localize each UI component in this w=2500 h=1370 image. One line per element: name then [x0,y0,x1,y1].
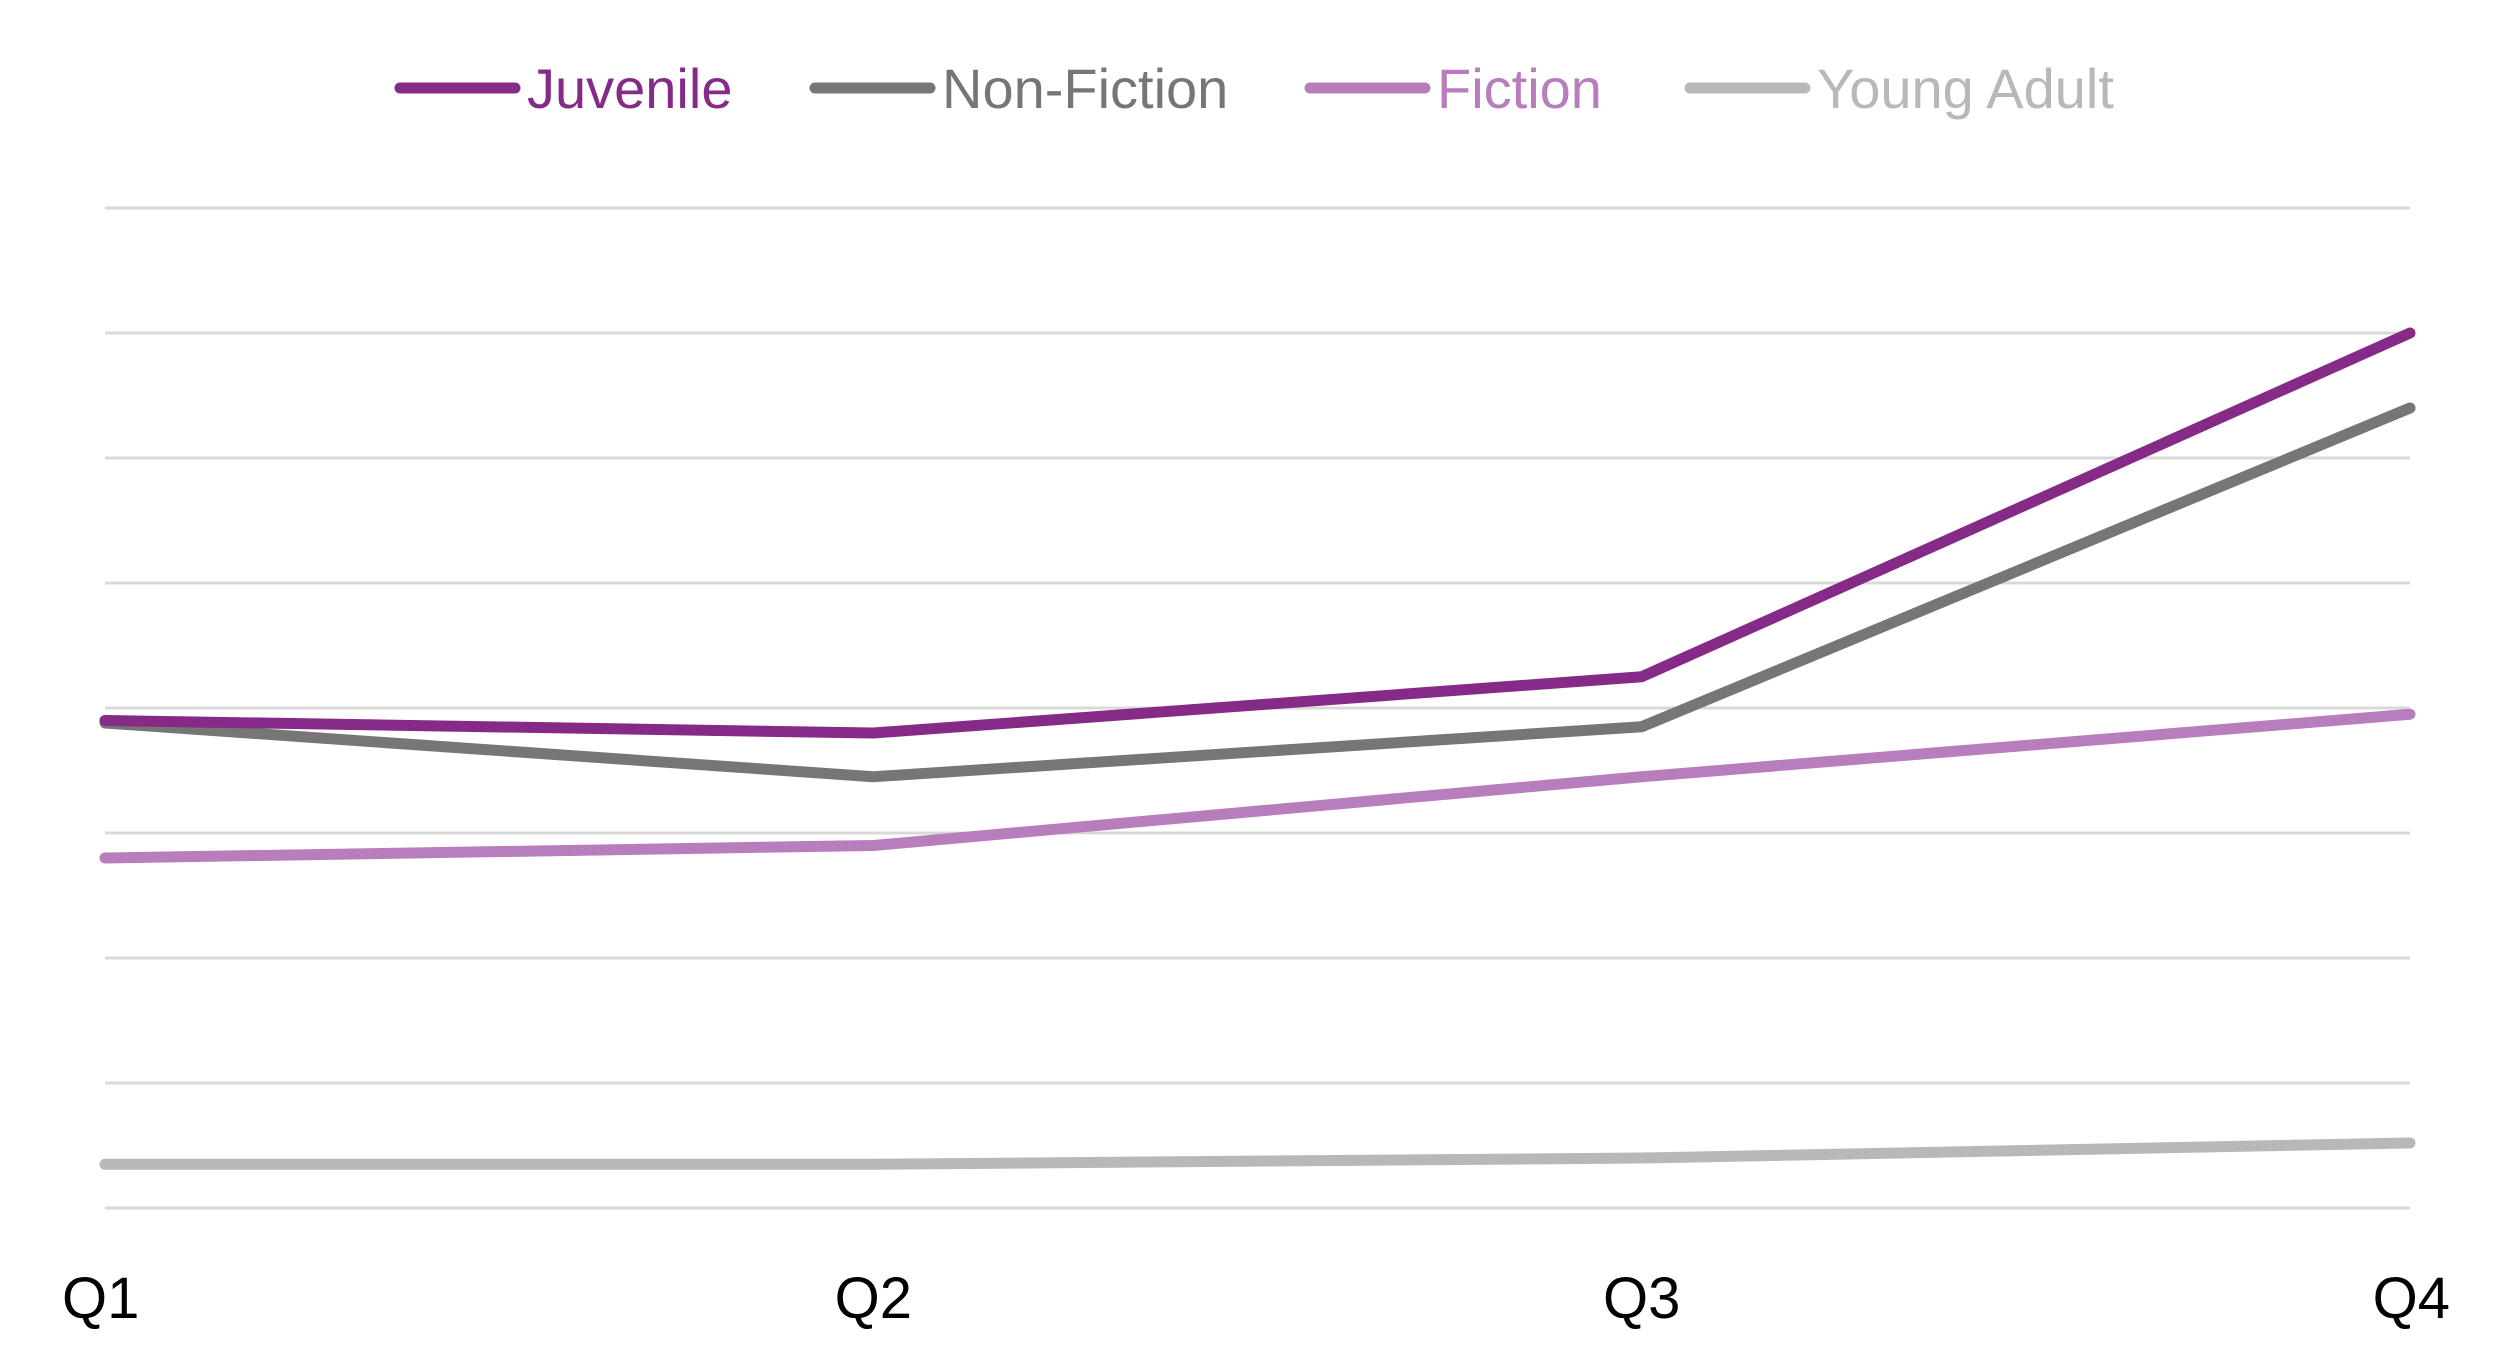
legend-label: Young Adult [1817,57,2114,120]
x-tick-label: Q3 [1603,1266,1680,1331]
x-axis-tick-labels: Q1 Q2 Q3 Q4 [62,1266,2450,1331]
x-tick-label: Q2 [835,1266,912,1331]
series-line-juvenile [99,327,2416,739]
legend-item-non-fiction: Non-Fiction [809,57,1228,120]
legend-item-young-adult: Young Adult [1684,57,2114,120]
legend-label: Juvenile [527,57,732,120]
series-line-young-adult [99,1137,2416,1170]
legend: Juvenile Non-Fiction Fiction Young Adult [394,57,2114,120]
series-line-fiction [99,708,2416,864]
legend-label: Fiction [1437,57,1602,120]
series-lines [99,327,2416,1170]
x-tick-label: Q1 [62,1266,139,1331]
x-tick-label: Q4 [2373,1266,2450,1331]
series-line-non-fiction [99,402,2416,783]
legend-item-juvenile: Juvenile [394,57,732,120]
legend-label: Non-Fiction [942,57,1228,120]
legend-item-fiction: Fiction [1304,57,1602,120]
